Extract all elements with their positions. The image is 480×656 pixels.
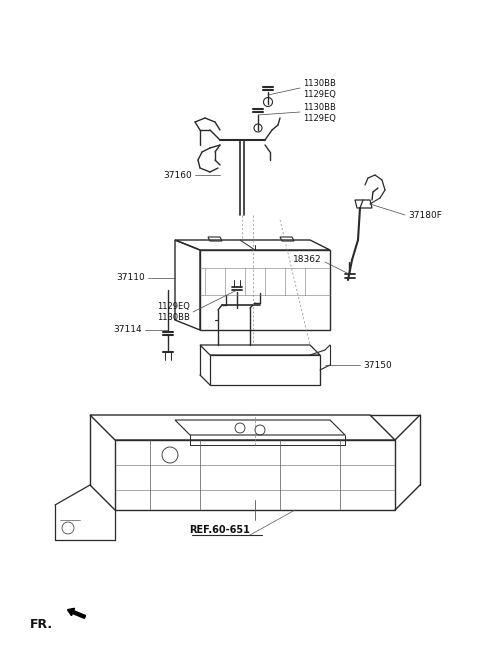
Text: 1130BB: 1130BB [303,79,336,87]
Text: 1129EQ: 1129EQ [303,113,336,123]
Text: 37114: 37114 [113,325,142,335]
Text: 1129EQ: 1129EQ [303,89,336,98]
Text: REF.60-651: REF.60-651 [190,525,251,535]
Text: 1130BB: 1130BB [303,102,336,112]
Text: 1130BB: 1130BB [157,314,190,323]
Text: 37160: 37160 [163,171,192,180]
Text: 37180F: 37180F [408,211,442,220]
Text: 37110: 37110 [116,274,145,283]
Text: 1129EQ: 1129EQ [157,302,190,312]
Text: 37150: 37150 [363,361,392,369]
FancyArrow shape [68,608,85,619]
Text: 18362: 18362 [293,255,322,264]
Text: FR.: FR. [30,619,53,632]
